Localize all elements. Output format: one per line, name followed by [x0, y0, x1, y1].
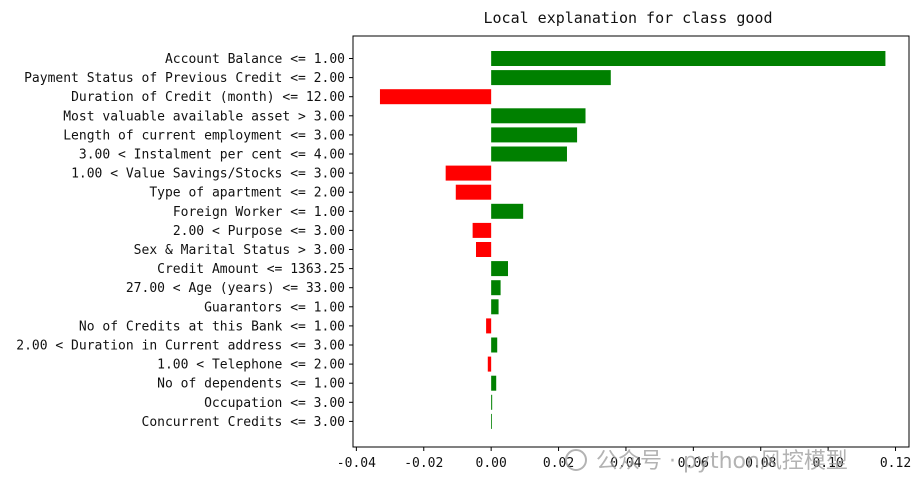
bar	[491, 413, 492, 429]
y-tick-label: 3.00 < Instalment per cent <= 4.00	[79, 148, 345, 163]
y-tick-label: Credit Amount <= 1363.25	[157, 262, 345, 277]
y-tick-label: No of dependents <= 1.00	[157, 377, 345, 392]
y-tick-label: Foreign Worker <= 1.00	[173, 205, 345, 220]
x-tick-label: 0.12	[880, 456, 911, 471]
bar	[487, 356, 492, 372]
y-tick-label: 27.00 < Age (years) <= 33.00	[126, 281, 345, 296]
bar	[491, 375, 497, 391]
x-tick-label: -0.04	[337, 456, 376, 471]
bar	[491, 394, 493, 410]
plot-frame	[352, 35, 910, 448]
wechat-icon	[565, 449, 587, 471]
x-tick-label: 0.10	[812, 456, 843, 471]
bar	[472, 222, 492, 238]
bar	[475, 242, 492, 257]
bar	[445, 165, 492, 181]
y-tick-label: 1.00 < Telephone <= 2.00	[157, 358, 345, 373]
watermark: 公众号 · python风控模型	[565, 449, 848, 474]
y-tick-label: Account Balance <= 1.00	[165, 52, 345, 67]
bar	[486, 318, 492, 334]
chart-title: Local explanation for class good	[484, 9, 773, 27]
bar	[491, 203, 524, 219]
bar	[379, 89, 492, 105]
bar	[491, 337, 498, 353]
bar	[491, 70, 611, 86]
y-tick-label: 2.00 < Purpose <= 3.00	[173, 224, 345, 239]
y-tick-label: Payment Status of Previous Credit <= 2.0…	[24, 71, 345, 86]
watermark-text: 公众号 · python风控模型	[596, 449, 848, 474]
y-tick-label: Duration of Credit (month) <= 12.00	[71, 90, 345, 105]
y-axis: Account Balance <= 1.00 Payment Status of…	[16, 52, 353, 430]
y-tick-label: Type of apartment <= 2.00	[149, 186, 345, 201]
y-tick-label: Sex & Marital Status > 3.00	[134, 243, 345, 258]
x-tick-label: 0.00	[476, 456, 507, 471]
y-tick-label: Concurrent Credits <= 3.00	[142, 415, 346, 430]
y-tick-label: 1.00 < Value Savings/Stocks <= 3.00	[71, 167, 345, 182]
y-tick-label: Occupation <= 3.00	[204, 396, 345, 411]
y-tick-label: Most valuable available asset > 3.00	[63, 109, 345, 124]
x-axis: -0.04 -0.02 0.00 0.02 0.04 0.06 0.08 0.10 0.12	[337, 447, 911, 471]
bar	[491, 280, 501, 296]
bars-layer	[379, 51, 886, 429]
bar	[455, 184, 492, 200]
bar	[491, 51, 886, 66]
x-tick-label: 0.06	[678, 456, 709, 471]
y-tick-label: Length of current employment <= 3.00	[63, 128, 345, 143]
bar	[491, 127, 578, 143]
x-tick-label: -0.02	[404, 456, 443, 471]
bar	[491, 299, 499, 315]
bar	[491, 108, 586, 124]
bar	[491, 261, 509, 277]
x-tick-label: 0.08	[745, 456, 776, 471]
y-tick-label: Guarantors <= 1.00	[204, 300, 345, 315]
y-tick-label: No of Credits at this Bank <= 1.00	[79, 319, 345, 334]
y-tick-label: 2.00 < Duration in Current address <= 3.…	[16, 339, 345, 354]
x-tick-label: 0.04	[610, 456, 641, 471]
bar	[491, 146, 567, 162]
